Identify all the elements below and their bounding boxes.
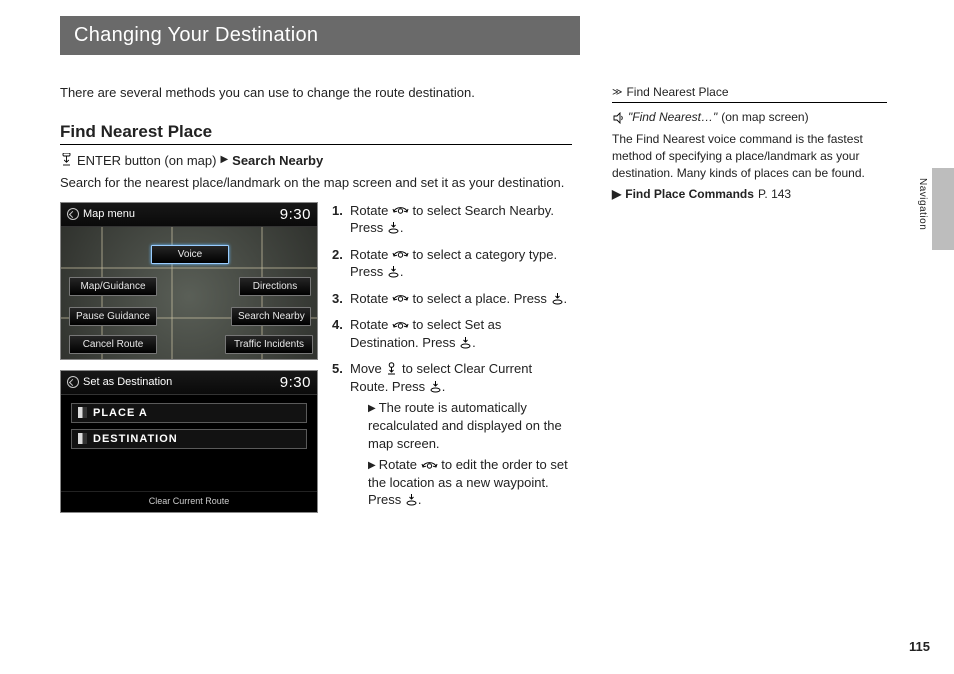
breadcrumb: ENTER button (on map) ▶ Search Nearby	[60, 153, 572, 168]
step-4: Rotate to select Set as Destination. Pre…	[332, 316, 572, 351]
clock: 9:30	[280, 206, 311, 223]
step-3: Rotate to select a place. Press .	[332, 290, 572, 308]
left-column: There are several methods you can use to…	[60, 85, 572, 518]
press-icon	[551, 292, 564, 305]
screen-header: Set as Destination 9:30	[61, 371, 317, 395]
voice-button: Voice	[151, 245, 229, 264]
sidebar-reference: ▶ Find Place Commands P. 143	[612, 187, 887, 201]
map-menu-screenshot: Map menu 9:30 Voice Map/Guidance Directi…	[60, 202, 318, 360]
dest-row: PLACE A	[71, 403, 307, 423]
press-icon	[459, 336, 472, 349]
press-icon	[387, 221, 400, 234]
clock: 9:30	[280, 374, 311, 391]
page-title: Changing Your Destination	[74, 24, 318, 46]
section-heading: Find Nearest Place	[60, 122, 572, 145]
rotate-icon	[392, 319, 409, 331]
triangle-icon: ▶	[368, 403, 376, 414]
dest-label: PLACE A	[93, 407, 148, 419]
dest-body: PLACE A DESTINATION	[61, 395, 317, 491]
flag-icon	[78, 407, 87, 418]
voice-command-line: "Find Nearest…" (on map screen)	[612, 110, 887, 124]
screenshot-stack: Map menu 9:30 Voice Map/Guidance Directi…	[60, 202, 318, 518]
directions-button: Directions	[239, 277, 311, 296]
substep: ▶Rotate to edit the order to set the loc…	[368, 456, 572, 509]
voice-icon	[612, 110, 624, 124]
press-icon	[405, 493, 418, 506]
step-5: Move to select Clear Current Route. Pres…	[332, 360, 572, 508]
traffic-incidents-button: Traffic Incidents	[225, 335, 313, 354]
page-number: 115	[909, 639, 930, 654]
move-icon	[385, 362, 398, 375]
side-tab	[932, 168, 954, 250]
page-title-bar: Changing Your Destination	[60, 16, 580, 55]
search-nearby-button: Search Nearby	[231, 307, 311, 326]
screen-title: Set as Destination	[83, 376, 172, 388]
rotate-icon	[392, 292, 409, 304]
rotate-icon	[421, 459, 438, 471]
cancel-route-button: Cancel Route	[69, 335, 157, 354]
steps-list: Rotate to select Search Nearby. Press . …	[332, 202, 572, 518]
rotate-icon	[392, 248, 409, 260]
right-column: ≫ Find Nearest Place "Find Nearest…" (on…	[612, 85, 887, 518]
press-icon	[387, 265, 400, 278]
press-icon	[429, 380, 442, 393]
set-destination-screenshot: Set as Destination 9:30 PLACE A DE	[60, 370, 318, 513]
manual-page: Changing Your Destination There are seve…	[0, 0, 954, 674]
back-icon	[67, 208, 79, 220]
rotate-icon	[392, 204, 409, 216]
enter-icon	[60, 153, 73, 166]
content-columns: There are several methods you can use to…	[60, 85, 894, 518]
back-icon	[67, 376, 79, 388]
step-1: Rotate to select Search Nearby. Press .	[332, 202, 572, 237]
map-guidance-button: Map/Guidance	[69, 277, 157, 296]
screen-title: Map menu	[83, 208, 135, 220]
screen-header: Map menu 9:30	[61, 203, 317, 227]
step-2: Rotate to select a category type. Press …	[332, 246, 572, 281]
chevron-right-icon: ▶	[220, 154, 228, 165]
dest-footer: Clear Current Route	[61, 491, 317, 512]
triangle-icon: ▶	[368, 460, 376, 471]
breadcrumb-bold: Search Nearby	[232, 153, 323, 168]
map-body: Voice Map/Guidance Directions Pause Guid…	[61, 227, 317, 359]
flag-icon	[78, 433, 87, 444]
sidebar-body: The Find Nearest voice command is the fa…	[612, 131, 887, 181]
substep: ▶The route is automatically recalculated…	[368, 399, 572, 452]
pause-guidance-button: Pause Guidance	[69, 307, 157, 326]
link-icon: ▶	[612, 187, 621, 201]
sidebar-heading: ≫ Find Nearest Place	[612, 85, 887, 103]
breadcrumb-prefix: ENTER button (on map)	[77, 153, 216, 168]
intro-text: There are several methods you can use to…	[60, 85, 572, 100]
side-tab-label: Navigation	[917, 178, 928, 230]
dest-row: DESTINATION	[71, 429, 307, 449]
chevron-icon: ≫	[612, 87, 622, 98]
dest-label: DESTINATION	[93, 433, 178, 445]
section-desc: Search for the nearest place/landmark on…	[60, 174, 572, 192]
media-and-steps: Map menu 9:30 Voice Map/Guidance Directi…	[60, 202, 572, 518]
